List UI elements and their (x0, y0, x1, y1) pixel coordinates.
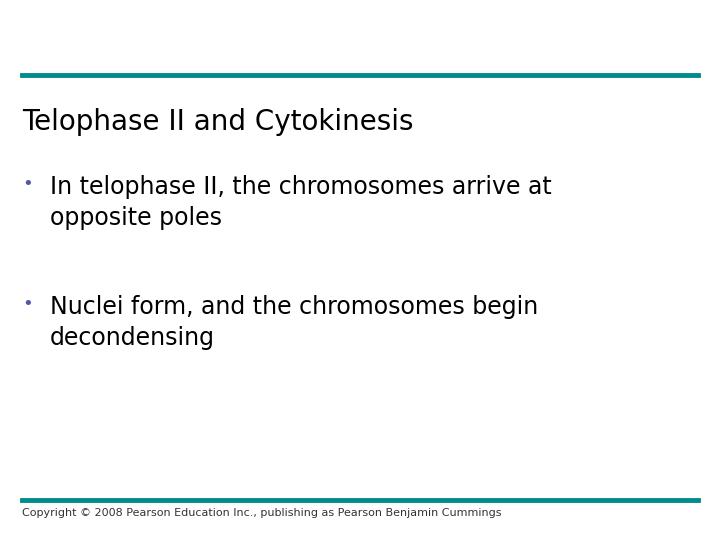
Text: •: • (22, 295, 32, 313)
Text: Telophase II and Cytokinesis: Telophase II and Cytokinesis (22, 108, 413, 136)
Text: Copyright © 2008 Pearson Education Inc., publishing as Pearson Benjamin Cummings: Copyright © 2008 Pearson Education Inc.,… (22, 508, 502, 518)
Text: In telophase II, the chromosomes arrive at
opposite poles: In telophase II, the chromosomes arrive … (50, 175, 552, 230)
Text: •: • (22, 175, 32, 193)
Text: Nuclei form, and the chromosomes begin
decondensing: Nuclei form, and the chromosomes begin d… (50, 295, 539, 350)
